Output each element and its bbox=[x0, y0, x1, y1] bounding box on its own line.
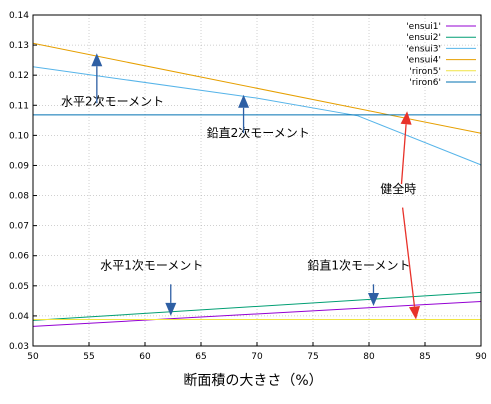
y-tick-label: 0.08 bbox=[9, 192, 29, 202]
x-tick-label: 70 bbox=[251, 352, 263, 362]
x-tick-label: 60 bbox=[139, 352, 151, 362]
arrow bbox=[368, 284, 379, 306]
x-tick-label: 90 bbox=[475, 352, 487, 362]
annotation: 鉛直2次モーメント bbox=[207, 126, 310, 140]
annotation: 水平2次モーメント bbox=[61, 94, 164, 108]
y-tick-label: 0.09 bbox=[9, 161, 29, 171]
x-tick-label: 55 bbox=[83, 352, 94, 362]
annotation: 鉛直1次モーメント bbox=[307, 258, 410, 272]
x-tick-label: 75 bbox=[307, 352, 318, 362]
legend-label: 'ensui3' bbox=[406, 44, 441, 54]
x-tick-label: 80 bbox=[363, 352, 375, 362]
x-tick-label: 85 bbox=[419, 352, 430, 362]
y-tick-label: 0.11 bbox=[9, 101, 29, 111]
arrows bbox=[91, 53, 420, 320]
ticks: 50 55 60 65 70 75 80 85 90 0.03 0.04 0.05 0.06 0.07 0.… bbox=[9, 11, 487, 362]
y-tick-label: 0.12 bbox=[9, 71, 29, 81]
annotation: 健全時 bbox=[380, 181, 416, 196]
legend-label: 'ensui1' bbox=[406, 22, 441, 32]
y-tick-label: 0.05 bbox=[9, 282, 29, 292]
annotation: 水平1次モーメント bbox=[100, 258, 203, 272]
y-tick-label: 0.04 bbox=[9, 312, 29, 322]
y-tick-label: 0.14 bbox=[9, 11, 29, 21]
x-tick-label: 65 bbox=[195, 352, 206, 362]
x-tick-label: 50 bbox=[27, 352, 39, 362]
arrow bbox=[401, 207, 420, 320]
arrow bbox=[91, 53, 103, 104]
legend-label: 'ensui2' bbox=[406, 33, 441, 43]
y-tick-label: 0.13 bbox=[9, 41, 29, 51]
x-axis-label: 断面積の大きさ（%） bbox=[183, 373, 322, 389]
arrow bbox=[238, 94, 250, 133]
y-tick-label: 0.03 bbox=[9, 342, 29, 352]
series-line-ensui1 bbox=[32, 301, 482, 327]
legend-label: 'riron6' bbox=[409, 78, 441, 88]
y-tick-label: 0.10 bbox=[9, 131, 29, 141]
legend-label: 'ensui4' bbox=[406, 56, 441, 66]
y-tick-label: 0.07 bbox=[9, 222, 29, 232]
arrow bbox=[400, 111, 412, 185]
series-line-ensui2 bbox=[32, 291, 482, 321]
legend-label: 'riron5' bbox=[409, 67, 441, 77]
y-tick-label: 0.06 bbox=[9, 252, 29, 262]
series-line-ensui3 bbox=[32, 66, 482, 166]
plot-frame bbox=[32, 14, 482, 347]
legend: 'ensui1''ensui2''ensui3' 'ensui4''riron5'… bbox=[406, 22, 476, 88]
arrow bbox=[165, 284, 177, 316]
